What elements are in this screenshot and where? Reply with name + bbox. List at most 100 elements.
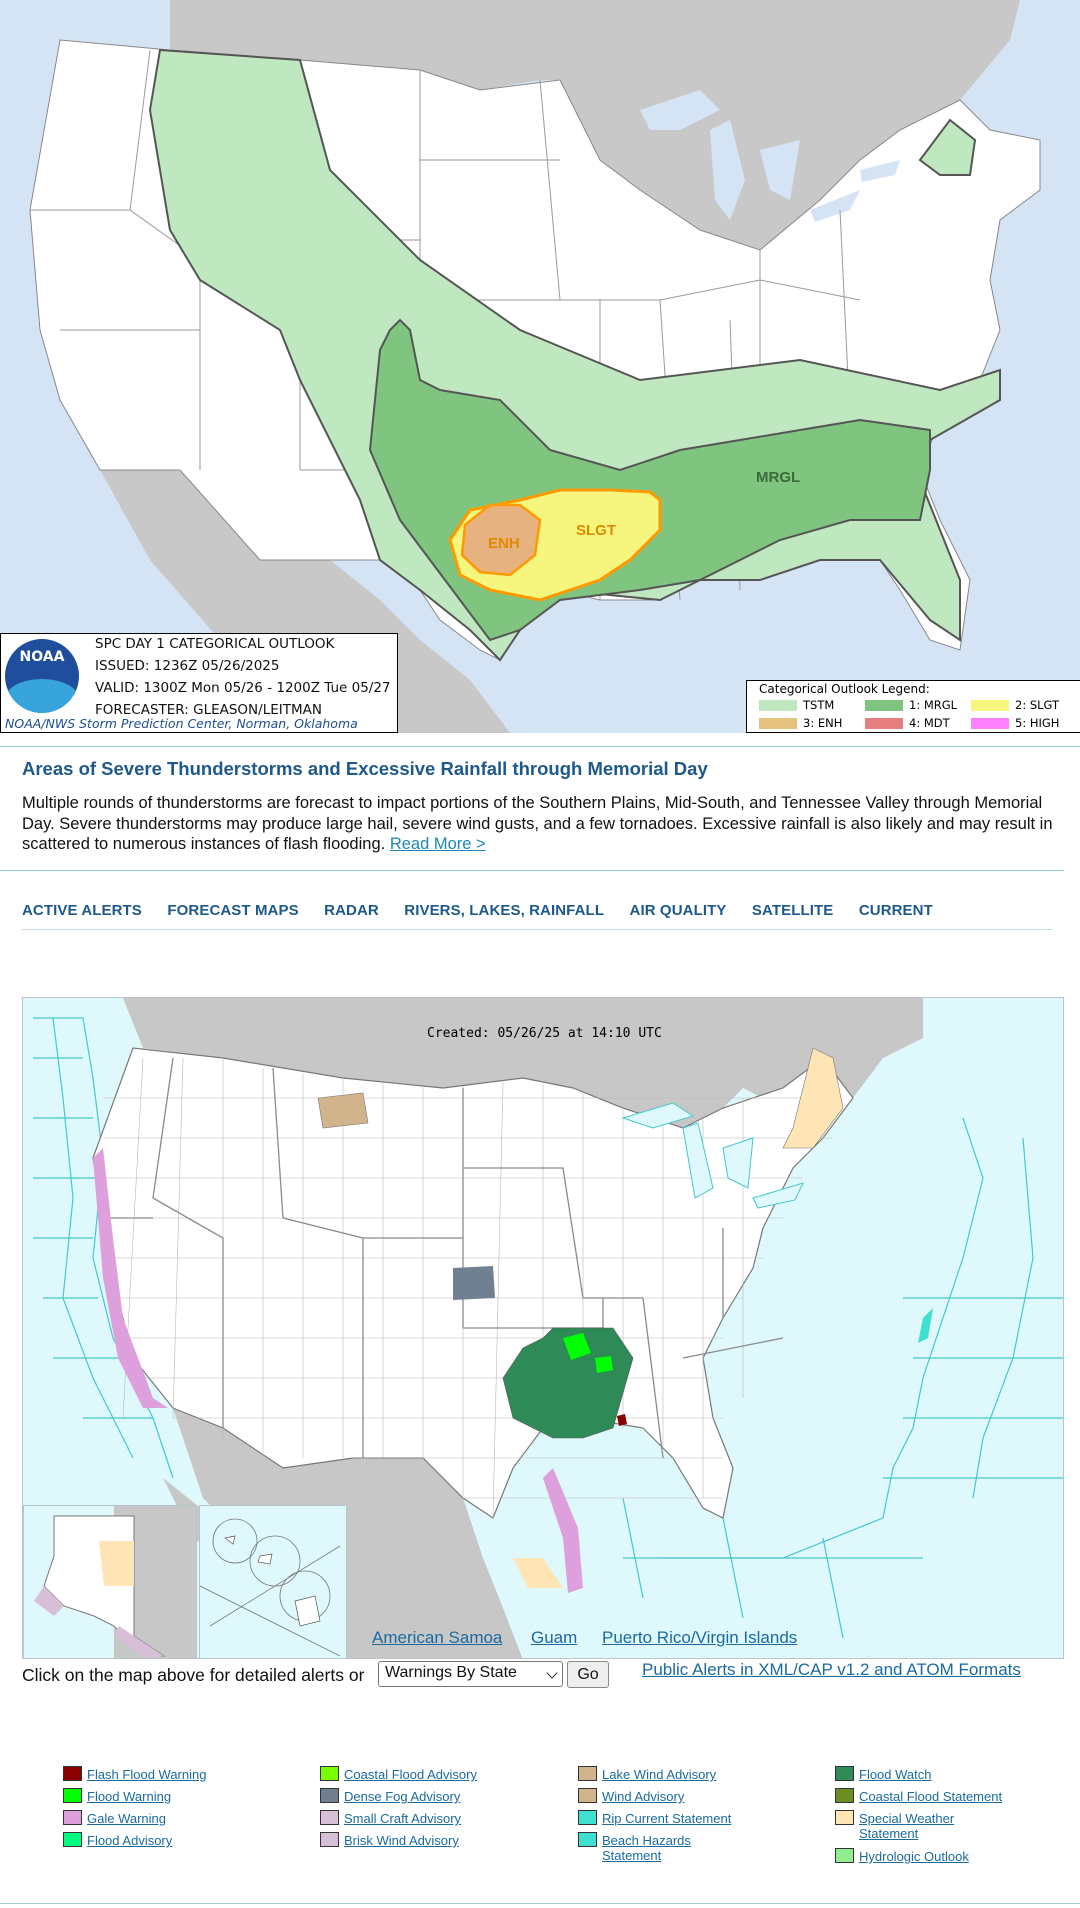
divider	[0, 1903, 1080, 1904]
key-item-coastal-flood-advisory: Coastal Flood Advisory	[344, 1767, 477, 1782]
territory-link-american-samoa[interactable]: American Samoa	[372, 1628, 503, 1647]
legend-item-mrgl: 1: MRGL	[865, 698, 957, 712]
go-button[interactable]: Go	[567, 1661, 609, 1688]
key-swatch	[578, 1788, 597, 1803]
key-item-special-weather-statement: Special Weather Statement	[859, 1811, 969, 1841]
key-link[interactable]: Dense Fog Advisory	[344, 1789, 461, 1804]
key-swatch	[835, 1788, 854, 1803]
key-item-flash-flood-warning: Flash Flood Warning	[87, 1767, 206, 1782]
alerts-map[interactable]: Created: 05/26/25 at 14:10 UTC American …	[22, 997, 1064, 1659]
nav-radar[interactable]: RADAR	[324, 902, 379, 919]
key-link[interactable]: Rip Current Statement	[602, 1811, 732, 1826]
legend-swatch	[759, 718, 797, 729]
legend-swatch	[865, 718, 903, 729]
key-swatch	[578, 1810, 597, 1825]
key-swatch	[835, 1848, 854, 1863]
article-headline[interactable]: Areas of Severe Thunderstorms and Excess…	[22, 758, 708, 779]
legend-item-high: 5: HIGH	[971, 716, 1059, 730]
nav-rivers-lakes-rainfall[interactable]: RIVERS, LAKES, RAINFALL	[404, 902, 605, 919]
key-swatch	[835, 1810, 854, 1825]
outlook-issued: ISSUED: 1236Z 05/26/2025	[95, 658, 280, 674]
article-summary: Multiple rounds of thunderstorms are for…	[22, 793, 1062, 855]
key-swatch	[578, 1766, 597, 1781]
key-link[interactable]: Special Weather Statement	[859, 1811, 955, 1841]
key-item-flood-advisory: Flood Advisory	[87, 1833, 172, 1848]
alaska-inset[interactable]	[23, 1505, 197, 1658]
outlook-forecaster: FORECASTER: GLEASON/LEITMAN	[95, 702, 322, 718]
key-link[interactable]: Hydrologic Outlook	[859, 1849, 969, 1864]
divider	[0, 746, 1080, 747]
legend-item-slgt: 2: SLGT	[971, 698, 1059, 712]
key-swatch	[578, 1832, 597, 1847]
alerts-prompt: Click on the map above for detailed aler…	[22, 1665, 365, 1685]
legend-item-mdt: 4: MDT	[865, 716, 950, 730]
key-link[interactable]: Beach Hazards Statement	[602, 1833, 691, 1863]
hawaii-inset-graphic	[200, 1518, 341, 1657]
key-link[interactable]: Flood Watch	[859, 1767, 932, 1782]
spc-outlook-map[interactable]: MRGL SLGT ENH NOAA SPC DAY 1 CATEGORICAL…	[0, 0, 1080, 733]
key-swatch	[320, 1766, 339, 1781]
read-more-link[interactable]: Read More >	[389, 835, 486, 853]
key-swatch	[63, 1832, 82, 1847]
legend-label: 1: MRGL	[909, 698, 958, 712]
key-link[interactable]: Gale Warning	[87, 1811, 166, 1826]
key-item-dense-fog-advisory: Dense Fog Advisory	[344, 1789, 460, 1804]
key-link[interactable]: Coastal Flood Statement	[859, 1789, 1003, 1804]
key-item-flood-warning: Flood Warning	[87, 1789, 171, 1804]
key-swatch	[320, 1788, 339, 1803]
territory-link-puerto-rico[interactable]: Puerto Rico/Virgin Islands	[602, 1628, 798, 1647]
key-item-gale-warning: Gale Warning	[87, 1811, 166, 1826]
key-swatch	[320, 1810, 339, 1825]
hawaii-inset[interactable]	[199, 1505, 347, 1658]
noaa-logo-text: NOAA	[19, 649, 65, 665]
outlook-legend-title: Categorical Outlook Legend:	[759, 682, 930, 696]
outlook-header-box: NOAA SPC DAY 1 CATEGORICAL OUTLOOK ISSUE…	[0, 633, 398, 733]
territory-link-guam[interactable]: Guam	[531, 1628, 578, 1647]
alerts-map-graphic	[33, 998, 1063, 1658]
legend-item-tstm: TSTM	[759, 698, 834, 712]
key-swatch	[63, 1810, 82, 1825]
key-swatch	[320, 1832, 339, 1847]
article-summary-text: Multiple rounds of thunderstorms are for…	[22, 794, 1053, 853]
hazards-nav: ACTIVE ALERTS FORECAST MAPS RADAR RIVERS…	[22, 902, 954, 924]
key-swatch	[835, 1766, 854, 1781]
legend-label: 3: ENH	[803, 716, 843, 730]
key-link[interactable]: Lake Wind Advisory	[602, 1767, 717, 1782]
nav-current[interactable]: CURRENT	[858, 902, 933, 919]
outlook-title: SPC DAY 1 CATEGORICAL OUTLOOK	[95, 636, 335, 652]
slgt-region-label: SLGT	[576, 522, 616, 539]
public-alerts-link[interactable]: Public Alerts in XML/CAP v1.2 and ATOM F…	[642, 1660, 1021, 1679]
nav-air-quality[interactable]: AIR QUALITY	[629, 902, 727, 919]
legend-swatch	[971, 718, 1009, 729]
legend-item-enh: 3: ENH	[759, 716, 842, 730]
warnings-select-value: Warnings By State	[385, 1664, 517, 1681]
legend-label: 5: HIGH	[1015, 716, 1060, 730]
mrgl-region-label: MRGL	[756, 469, 800, 486]
warnings-select[interactable]: Warnings By State	[378, 1661, 563, 1687]
divider	[22, 929, 1052, 930]
key-item-hydrologic-outlook: Hydrologic Outlook	[859, 1849, 969, 1864]
enh-region-label: ENH	[488, 535, 520, 552]
key-swatch	[63, 1766, 82, 1781]
legend-swatch	[971, 700, 1009, 711]
key-link[interactable]: Brisk Wind Advisory	[344, 1833, 459, 1848]
alaska-inset-graphic	[24, 1506, 166, 1658]
key-link[interactable]: Flood Warning	[87, 1789, 172, 1804]
nav-active-alerts[interactable]: ACTIVE ALERTS	[22, 902, 142, 919]
divider	[0, 870, 1064, 871]
legend-label: 4: MDT	[909, 716, 950, 730]
key-link[interactable]: Small Craft Advisory	[344, 1811, 462, 1826]
key-item-beach-hazards-statement: Beach Hazards Statement	[602, 1833, 702, 1863]
outlook-credit: NOAA/NWS Storm Prediction Center, Norman…	[5, 716, 358, 731]
outlook-valid: VALID: 1300Z Mon 05/26 - 1200Z Tue 05/27	[95, 680, 391, 696]
nav-forecast-maps[interactable]: FORECAST MAPS	[167, 902, 299, 919]
key-item-rip-current-statement: Rip Current Statement	[602, 1811, 731, 1826]
key-link[interactable]: Flash Flood Warning	[87, 1767, 207, 1782]
key-link[interactable]: Wind Advisory	[602, 1789, 685, 1804]
alerts-map-created: Created: 05/26/25 at 14:10 UTC	[427, 1026, 662, 1041]
key-link[interactable]: Flood Advisory	[87, 1833, 173, 1848]
nav-satellite[interactable]: SATELLITE	[751, 902, 834, 919]
legend-label: 2: SLGT	[1015, 698, 1060, 712]
key-link[interactable]: Coastal Flood Advisory	[344, 1767, 477, 1782]
key-item-small-craft-advisory: Small Craft Advisory	[344, 1811, 461, 1826]
